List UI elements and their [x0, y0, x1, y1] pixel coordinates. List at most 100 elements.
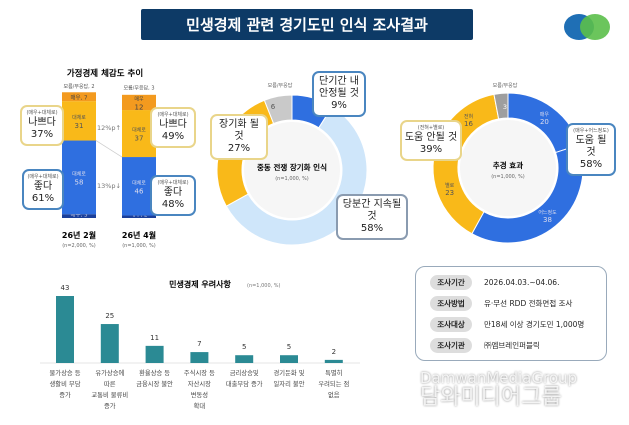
bar-value: 11 [150, 334, 159, 342]
segment-label: 대체로 [132, 127, 146, 134]
category-label: 변동성 [191, 390, 209, 399]
category-label: 유가상승에 [95, 368, 124, 377]
bar-segment [62, 214, 96, 218]
help-callout: (매우+어느정도) 도움 될 것 58% [566, 123, 616, 176]
bar-value: 5 [242, 343, 246, 351]
slice-value: 16 [464, 120, 473, 128]
slice-value: 20 [540, 118, 549, 126]
category-label: 물가상승 등 [50, 368, 81, 377]
feb-good-callout: (매우+대체로) 좋다 61% [22, 169, 64, 210]
slice-value: 6 [271, 103, 276, 111]
slice-value: 23 [445, 189, 454, 197]
category-label: 주식시장 등 [184, 368, 215, 377]
watermark: DamwanMediaGroup 담와미디어그룹 [420, 369, 578, 410]
bar [235, 355, 254, 363]
bar [100, 324, 119, 363]
segment-label: 매우, 3 [70, 211, 88, 219]
segment-label: 대체로 [72, 170, 86, 177]
donut-slice [225, 105, 368, 246]
bar-value: 43 [61, 284, 70, 292]
slice-label: 매우 [540, 111, 550, 118]
chart-title: 민생경제 우려사항 [169, 279, 231, 289]
info-row-period: 조사기간 2026.04.03.~04.06. [430, 275, 559, 290]
bar-value: 7 [197, 340, 201, 348]
chart-note: (n=1,000, %) [247, 283, 281, 289]
feb-bad-callout: (매우+대체로) 나쁘다 37% [20, 105, 64, 146]
segment-label: 대체로 [72, 114, 86, 121]
slice-label: 어느정도 [538, 209, 557, 216]
segment-value: 12 [135, 103, 144, 111]
page-title: 민생경제 관련 경기도민 인식 조사결과 [141, 9, 473, 40]
category-label: 증가 [104, 401, 116, 410]
slice-label: 전혀 [464, 113, 473, 120]
category-label: 없음 [328, 391, 340, 399]
donut-center [244, 122, 340, 218]
nodata-label: 모름/무응답, 2 [63, 83, 94, 90]
category-label: 금융시장 불안 [136, 379, 173, 388]
slice-label: 별로 [445, 182, 455, 189]
bar-value: 5 [287, 343, 291, 351]
donut-center [460, 120, 556, 216]
category-label: 금리상승및 [230, 368, 259, 377]
donut-slice [263, 94, 293, 125]
donut-title: 추경 효과 [493, 160, 523, 170]
info-row-target: 조사대상 만18세 이상 경기도민 1,000명 [430, 317, 584, 332]
category-label: 경기둔화 및 [274, 368, 305, 377]
bar-segment [62, 140, 96, 215]
bar [145, 345, 164, 363]
category-label: 환율상승 등 [139, 368, 170, 377]
bar-value: 2 [332, 348, 336, 356]
category-label: 증가 [59, 390, 71, 399]
bar [190, 352, 209, 363]
prolonged-callout: 장기화 될 것 27% [210, 114, 268, 160]
bar [324, 359, 343, 363]
category-label: 확대 [194, 401, 206, 410]
segment-label: 매우, 7 [70, 94, 88, 102]
segment-value: 37 [135, 135, 144, 143]
bar-segment [122, 215, 156, 218]
category-note: (n=1,000, %) [122, 243, 156, 249]
change-good: 13%p↓ [97, 182, 121, 190]
bar [280, 355, 298, 363]
segment-value: 46 [135, 187, 144, 195]
short-term-callout: 단기간 내 안정될 것 9% [312, 71, 366, 117]
donut-note: (n=1,000, %) [491, 174, 525, 180]
category-label: 자산시장 [188, 379, 211, 388]
category-label: 생활비 부담 [50, 379, 81, 388]
info-row-agency: 조사기관 ㈜엠브레인퍼블릭 [430, 338, 540, 353]
category-label: 대출부담 증가 [226, 379, 263, 388]
slice-value: 38 [543, 216, 552, 224]
gyeonggi-logo [562, 12, 612, 42]
segment-value: 31 [75, 122, 84, 130]
segment-value: 58 [75, 178, 84, 186]
bar-value: 25 [105, 312, 114, 320]
no-help-callout: (전혀+별로) 도움 안될 것 39% [400, 120, 462, 161]
nodata-label: 모름/무응답, 3 [123, 85, 154, 92]
bar-segment [122, 94, 156, 111]
segment-label: 대체로 [132, 179, 146, 186]
slice-value: 3 [503, 103, 507, 111]
bar-segment [62, 92, 96, 102]
connector-line [95, 140, 123, 158]
apr-bad-callout: (매우+대체로) 나쁘다 49% [150, 107, 196, 148]
bar [56, 296, 74, 363]
change-bad: 12%p↑ [97, 124, 121, 132]
continue-callout: 당분간 지속될 것 58% [336, 194, 408, 240]
category-label: 특별히 [325, 368, 342, 377]
info-row-method: 조사방법 유·무선 RDD 전화면접 조사 [430, 296, 572, 311]
donut-slice [493, 92, 509, 120]
category-label: 26년 2월 [62, 230, 96, 240]
chart-title: 가정경제 체감도 추이 [67, 68, 143, 79]
donut-title: 중동 전쟁 장기화 인식 [257, 162, 327, 172]
bar-segment [62, 101, 96, 141]
category-label: 따른 [104, 379, 116, 388]
slice-label: 모름/무응답 [268, 82, 293, 89]
survey-info-box: 조사기간 2026.04.03.~04.06. 조사방법 유·무선 RDD 전화면접… [415, 266, 607, 361]
category-label: 일자리 불안 [274, 379, 305, 388]
slice-label: 모름/무응답 [493, 82, 518, 89]
segment-label: 매우 [134, 95, 144, 102]
category-label: 26년 4월 [122, 230, 156, 240]
category-label: 교통비 물류비 [91, 390, 128, 399]
